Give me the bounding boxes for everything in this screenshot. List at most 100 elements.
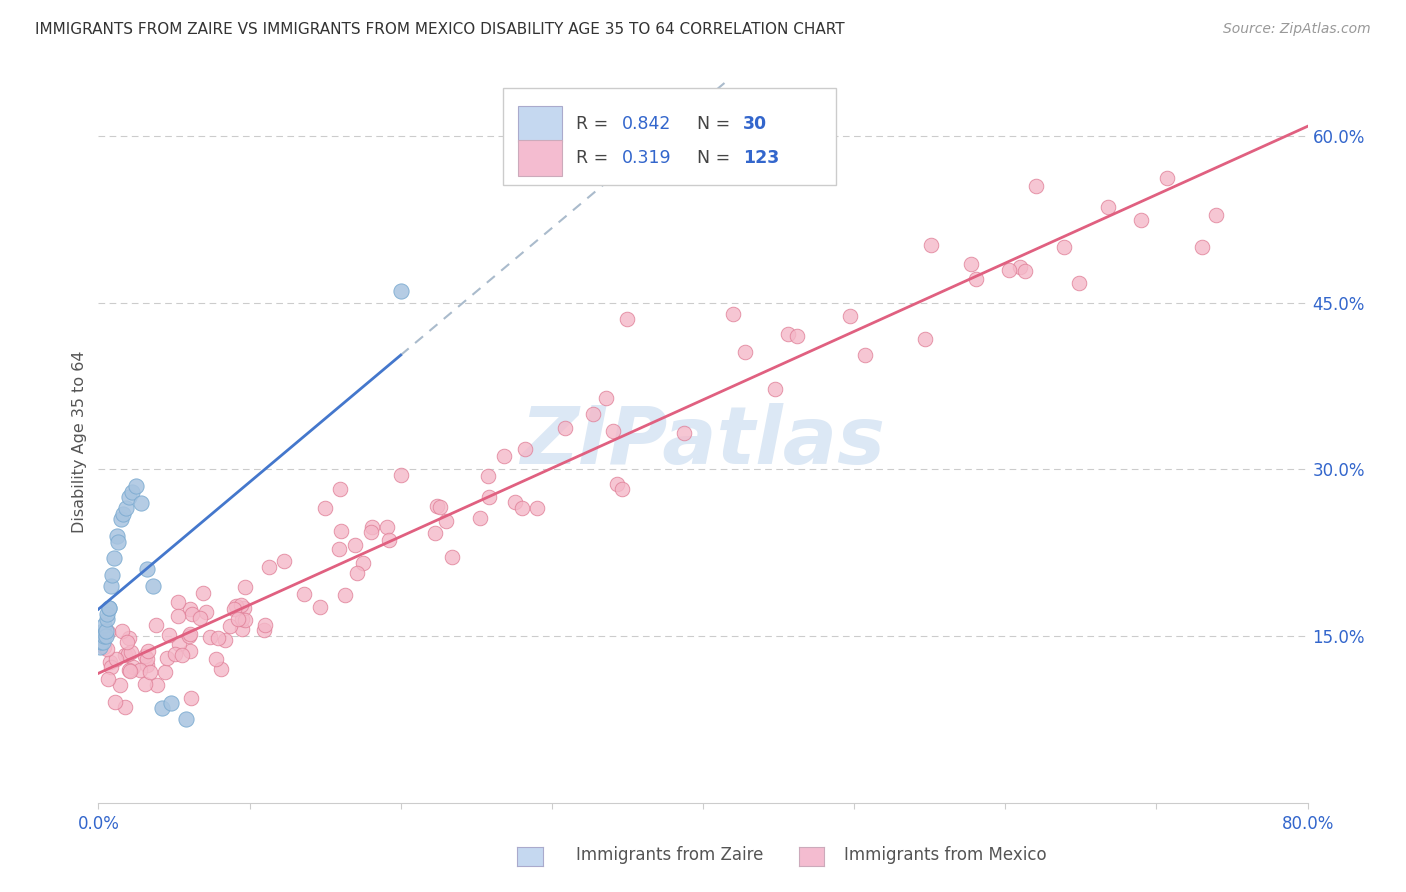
Point bbox=[188, 611, 211, 625]
Point bbox=[97, 625, 120, 640]
Point bbox=[179, 629, 201, 643]
Point bbox=[157, 628, 180, 642]
Point bbox=[602, 424, 624, 438]
Point bbox=[97, 672, 120, 686]
Point bbox=[101, 568, 124, 582]
Point bbox=[314, 501, 336, 516]
Point bbox=[180, 691, 202, 706]
Point bbox=[91, 634, 114, 648]
Point bbox=[111, 507, 134, 521]
Y-axis label: Disability Age 35 to 64: Disability Age 35 to 64 bbox=[72, 351, 87, 533]
Point bbox=[198, 630, 221, 644]
Point bbox=[360, 520, 382, 534]
Point bbox=[100, 660, 122, 674]
Point bbox=[734, 344, 756, 359]
Point bbox=[114, 648, 136, 662]
Point bbox=[209, 662, 232, 676]
Point bbox=[434, 515, 457, 529]
FancyBboxPatch shape bbox=[503, 87, 837, 185]
Point bbox=[125, 479, 148, 493]
Point bbox=[330, 524, 353, 538]
Point bbox=[776, 326, 799, 341]
Point bbox=[389, 285, 412, 299]
Point bbox=[179, 601, 201, 615]
Point bbox=[389, 467, 412, 482]
Point bbox=[134, 677, 156, 691]
Point bbox=[163, 647, 186, 661]
Point bbox=[998, 263, 1021, 277]
Point bbox=[375, 520, 398, 534]
Point bbox=[214, 632, 236, 647]
Point bbox=[136, 644, 159, 658]
Point bbox=[1156, 171, 1178, 186]
Point bbox=[360, 524, 382, 539]
Point bbox=[352, 556, 374, 570]
Point bbox=[179, 627, 201, 641]
Point bbox=[333, 588, 356, 602]
Point bbox=[429, 500, 451, 515]
Text: ZIPatlas: ZIPatlas bbox=[520, 402, 886, 481]
Point bbox=[1053, 240, 1076, 254]
Point bbox=[121, 484, 143, 499]
Point bbox=[103, 696, 125, 710]
Point bbox=[98, 655, 121, 669]
Point bbox=[233, 613, 256, 627]
Point bbox=[257, 560, 280, 574]
Point bbox=[229, 598, 252, 612]
Point bbox=[960, 257, 983, 271]
Point bbox=[478, 490, 501, 504]
Point bbox=[838, 309, 860, 323]
Point bbox=[1205, 208, 1227, 222]
Point bbox=[1191, 240, 1213, 254]
Text: 0.842: 0.842 bbox=[621, 115, 671, 133]
Point bbox=[118, 490, 141, 504]
Point bbox=[195, 606, 218, 620]
Point bbox=[103, 551, 125, 566]
Point bbox=[160, 696, 183, 710]
Point bbox=[423, 526, 446, 541]
Point bbox=[965, 272, 987, 286]
Point bbox=[329, 483, 352, 497]
Text: Source: ZipAtlas.com: Source: ZipAtlas.com bbox=[1223, 22, 1371, 37]
Point bbox=[1067, 276, 1090, 290]
Point bbox=[115, 635, 138, 649]
Point bbox=[110, 512, 132, 526]
Point bbox=[233, 601, 256, 615]
Point bbox=[174, 713, 197, 727]
Point bbox=[96, 607, 118, 621]
Point bbox=[105, 529, 128, 543]
Point bbox=[155, 665, 177, 680]
Point bbox=[253, 618, 276, 632]
Point bbox=[114, 699, 136, 714]
FancyBboxPatch shape bbox=[517, 105, 561, 142]
Point bbox=[309, 599, 332, 614]
Point bbox=[273, 553, 295, 567]
FancyBboxPatch shape bbox=[517, 140, 561, 177]
Point bbox=[343, 538, 366, 552]
Text: IMMIGRANTS FROM ZAIRE VS IMMIGRANTS FROM MEXICO DISABILITY AGE 35 TO 64 CORRELAT: IMMIGRANTS FROM ZAIRE VS IMMIGRANTS FROM… bbox=[35, 22, 845, 37]
Point bbox=[786, 328, 808, 343]
Text: N =: N = bbox=[697, 115, 735, 133]
Point bbox=[292, 587, 315, 601]
Point bbox=[114, 501, 136, 516]
Point bbox=[723, 307, 745, 321]
Point bbox=[610, 482, 633, 496]
Point bbox=[595, 391, 617, 405]
Point bbox=[920, 237, 942, 252]
Point bbox=[98, 601, 121, 615]
Point bbox=[328, 542, 350, 557]
Point bbox=[477, 469, 499, 483]
Point bbox=[108, 678, 131, 692]
Point bbox=[377, 533, 399, 547]
Point bbox=[582, 408, 605, 422]
Point bbox=[96, 642, 118, 657]
Point bbox=[426, 499, 449, 513]
Point bbox=[191, 586, 214, 600]
Point bbox=[513, 442, 536, 456]
Point bbox=[146, 678, 169, 692]
Point bbox=[554, 421, 576, 435]
Point bbox=[503, 495, 526, 509]
Point bbox=[129, 496, 152, 510]
Point bbox=[93, 640, 115, 654]
Point bbox=[225, 599, 247, 614]
